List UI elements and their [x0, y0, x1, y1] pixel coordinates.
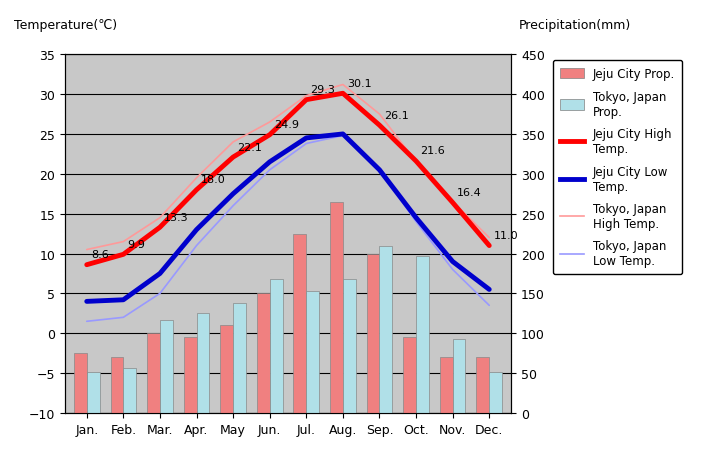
Text: 13.3: 13.3 — [164, 212, 189, 222]
Text: Precipitation(mm): Precipitation(mm) — [518, 19, 631, 32]
Bar — [111, 358, 123, 413]
Bar — [197, 313, 210, 413]
Bar — [220, 325, 233, 413]
Text: Temperature(℃): Temperature(℃) — [14, 19, 117, 32]
Bar — [403, 337, 416, 413]
Bar — [270, 280, 282, 413]
Text: 11.0: 11.0 — [493, 230, 518, 241]
Legend: Jeju City Prop., Tokyo, Japan
Prop., Jeju City High
Temp., Jeju City Low
Temp., : Jeju City Prop., Tokyo, Japan Prop., Jej… — [553, 61, 683, 275]
Text: 8.6: 8.6 — [91, 250, 109, 260]
Bar — [343, 280, 356, 413]
Bar — [184, 337, 197, 413]
Text: 24.9: 24.9 — [274, 120, 299, 130]
Bar — [379, 246, 392, 413]
Text: 21.6: 21.6 — [420, 146, 445, 156]
Text: 18.0: 18.0 — [201, 175, 225, 185]
Bar — [74, 353, 86, 413]
Bar — [123, 369, 136, 413]
Text: 30.1: 30.1 — [347, 78, 372, 89]
Bar — [257, 294, 270, 413]
Text: 16.4: 16.4 — [456, 188, 482, 197]
Bar — [366, 254, 379, 413]
Text: 9.9: 9.9 — [127, 239, 145, 249]
Bar — [160, 320, 173, 413]
Bar — [147, 334, 160, 413]
Bar — [306, 291, 319, 413]
Bar — [416, 257, 429, 413]
Text: 26.1: 26.1 — [384, 110, 408, 120]
Bar — [477, 358, 490, 413]
Bar — [233, 303, 246, 413]
Bar — [453, 339, 465, 413]
Bar — [330, 202, 343, 413]
Bar — [86, 372, 99, 413]
Bar — [440, 358, 453, 413]
Text: 29.3: 29.3 — [310, 85, 336, 95]
Bar — [294, 234, 306, 413]
Bar — [490, 373, 502, 413]
Text: 22.1: 22.1 — [238, 142, 262, 152]
